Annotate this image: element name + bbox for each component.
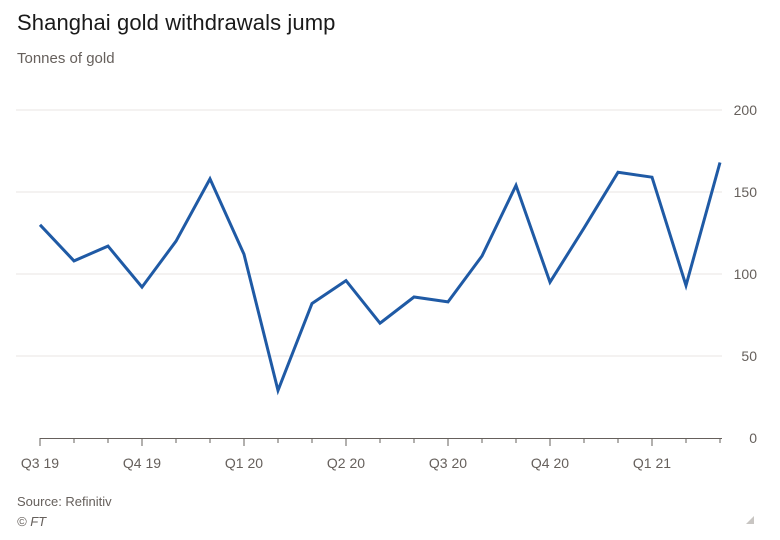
y-tick-label: 0 [749,430,757,446]
x-axis: Q3 19 Q4 19 Q1 20 Q2 20 Q3 20 Q4 20 Q1 21 [21,438,722,471]
x-tick-label: Q3 19 [21,455,59,471]
y-tick-label: 200 [734,102,758,118]
x-tick-label: Q4 20 [531,455,569,471]
y-tick-label: 100 [734,266,758,282]
y-axis: 0 50 100 150 200 [734,102,758,446]
y-tick-label: 50 [741,348,757,364]
chart-title: Shanghai gold withdrawals jump [17,10,336,35]
chart-subtitle: Tonnes of gold [17,50,115,67]
series-layer [38,162,722,396]
series-line [38,162,722,396]
x-tick-label: Q1 21 [633,455,671,471]
copyright-note: © FT [17,514,47,529]
x-tick-label: Q2 20 [327,455,365,471]
x-tick-label: Q3 20 [429,455,467,471]
resize-grip-icon [746,516,754,524]
source-note: Source: Refinitiv [17,494,112,509]
x-tick-label: Q1 20 [225,455,263,471]
y-tick-label: 150 [734,184,758,200]
gridlines [16,109,722,357]
x-tick-label: Q4 19 [123,455,161,471]
